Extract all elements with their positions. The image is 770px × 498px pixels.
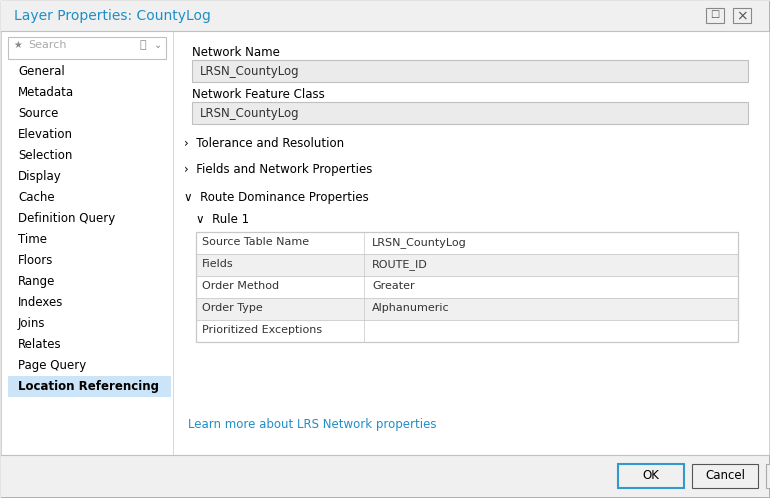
Bar bbox=[192, 60, 748, 82]
Text: ∨  Rule 1: ∨ Rule 1 bbox=[196, 213, 249, 226]
Bar bbox=[1, 31, 173, 455]
Text: Layer Properties: CountyLog: Layer Properties: CountyLog bbox=[14, 9, 211, 23]
Text: Time: Time bbox=[18, 233, 47, 246]
Bar bbox=[733, 8, 751, 23]
Text: Search: Search bbox=[28, 40, 66, 50]
Text: Range: Range bbox=[18, 275, 55, 288]
Text: Cache: Cache bbox=[18, 191, 55, 204]
Text: Selection: Selection bbox=[18, 149, 72, 162]
Text: OK: OK bbox=[642, 469, 659, 482]
Bar bbox=[173, 31, 769, 455]
Text: Order Type: Order Type bbox=[202, 303, 263, 313]
Text: Order Method: Order Method bbox=[202, 281, 279, 291]
Text: Learn more about LRS Network properties: Learn more about LRS Network properties bbox=[188, 418, 437, 431]
Text: Definition Query: Definition Query bbox=[18, 212, 116, 225]
Bar bbox=[692, 464, 758, 488]
Text: General: General bbox=[18, 65, 65, 78]
Text: Prioritized Exceptions: Prioritized Exceptions bbox=[202, 325, 322, 335]
Bar bbox=[1, 455, 769, 497]
Text: ★: ★ bbox=[13, 40, 22, 50]
Bar bbox=[196, 232, 738, 254]
Text: LRSN_CountyLog: LRSN_CountyLog bbox=[200, 107, 300, 120]
Text: Display: Display bbox=[18, 170, 62, 183]
Text: Floors: Floors bbox=[18, 254, 53, 267]
Bar bbox=[196, 232, 738, 342]
Bar bbox=[196, 320, 738, 342]
Bar bbox=[706, 8, 724, 23]
Bar bbox=[192, 102, 748, 124]
Text: ×: × bbox=[736, 9, 748, 23]
Text: Network Feature Class: Network Feature Class bbox=[192, 88, 325, 101]
Text: □: □ bbox=[711, 9, 720, 19]
Bar bbox=[1, 1, 769, 31]
Text: Alphanumeric: Alphanumeric bbox=[372, 303, 450, 313]
Text: ⌕: ⌕ bbox=[140, 40, 146, 50]
Text: Page Query: Page Query bbox=[18, 359, 86, 372]
Bar bbox=[196, 254, 738, 276]
Bar bbox=[618, 464, 684, 488]
Text: Cancel: Cancel bbox=[705, 469, 745, 482]
Text: Greater: Greater bbox=[372, 281, 414, 291]
Text: ›  Fields and Network Properties: › Fields and Network Properties bbox=[184, 163, 373, 176]
Bar bbox=[196, 298, 738, 320]
Bar bbox=[766, 464, 770, 488]
Bar bbox=[8, 376, 171, 397]
Text: LRSN_CountyLog: LRSN_CountyLog bbox=[372, 237, 467, 248]
Text: LRSN_CountyLog: LRSN_CountyLog bbox=[200, 65, 300, 78]
Text: Source: Source bbox=[18, 107, 59, 120]
Bar bbox=[196, 276, 738, 298]
Text: ›  Tolerance and Resolution: › Tolerance and Resolution bbox=[184, 137, 344, 150]
Text: Network Name: Network Name bbox=[192, 46, 280, 59]
Text: Source Table Name: Source Table Name bbox=[202, 237, 309, 247]
Text: Metadata: Metadata bbox=[18, 86, 74, 99]
Text: Elevation: Elevation bbox=[18, 128, 73, 141]
Text: Relates: Relates bbox=[18, 338, 62, 351]
Bar bbox=[8, 37, 166, 59]
Text: Location Referencing: Location Referencing bbox=[18, 380, 159, 393]
Text: Joins: Joins bbox=[18, 317, 45, 330]
Text: Indexes: Indexes bbox=[18, 296, 63, 309]
Text: Fields: Fields bbox=[202, 259, 233, 269]
Text: ∨  Route Dominance Properties: ∨ Route Dominance Properties bbox=[184, 191, 369, 204]
Text: ROUTE_ID: ROUTE_ID bbox=[372, 259, 428, 270]
Text: ⌄: ⌄ bbox=[154, 40, 162, 50]
